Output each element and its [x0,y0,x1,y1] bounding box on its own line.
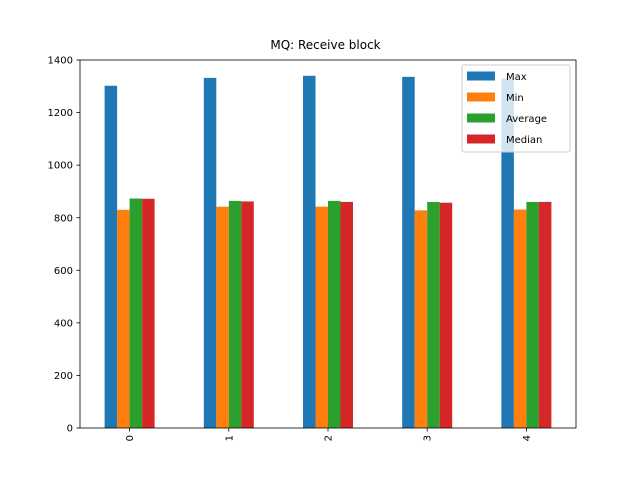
bar-average-3 [427,201,440,428]
y-tick-label: 800 [54,213,73,224]
bar-min-2 [315,206,328,428]
x-tick-label: 0 [125,435,136,441]
y-tick-label: 1000 [48,161,73,172]
bar-max-4 [501,78,514,429]
legend-swatch-median [467,134,495,144]
bar-max-0 [104,85,118,428]
legend-swatch-max [467,71,495,81]
legend-frame [461,64,571,153]
legend-swatch-min [467,92,495,102]
y-axis: 0 200 400 600 800 1000 1200 1400 [48,56,80,435]
x-tick-label: 1 [224,435,235,441]
bar-max-3 [402,76,415,428]
legend-label-max: Max [506,72,527,83]
x-tick-label: 2 [324,435,335,441]
bar-average-4 [526,201,539,428]
bar-average-1 [228,200,242,428]
y-tick-label: 0 [67,424,73,435]
bar-median-0 [142,198,155,428]
bar-min-1 [216,206,229,428]
x-tick-label: 3 [423,435,434,441]
bar-median-4 [538,201,552,428]
bar-max-2 [303,75,316,429]
y-tick-label: 200 [54,371,73,382]
x-tick-label: 4 [522,435,533,441]
y-tick-label: 600 [54,266,73,277]
legend-label-min: Min [506,93,524,104]
bar-median-2 [340,201,353,428]
x-axis: 0 1 2 3 4 [125,428,533,441]
bar-median-1 [241,201,254,428]
plot-frame [79,59,577,429]
y-tick-label: 1400 [48,56,73,67]
legend-swatch-average [467,113,495,123]
bars-group [104,75,552,429]
bar-average-2 [328,200,341,428]
bar-min-4 [513,209,527,428]
legend: Max Min Average Median [461,64,571,153]
legend-label-average: Average [506,114,547,125]
chart-title: MQ: Receive block [270,38,380,52]
bar-max-1 [203,77,217,429]
legend-label-median: Median [506,135,542,146]
bar-min-0 [117,209,130,428]
y-tick-label: 1200 [48,108,73,119]
bar-median-3 [439,202,453,428]
bar-min-3 [414,210,428,428]
bar-average-0 [129,198,143,428]
y-tick-label: 400 [54,318,73,329]
